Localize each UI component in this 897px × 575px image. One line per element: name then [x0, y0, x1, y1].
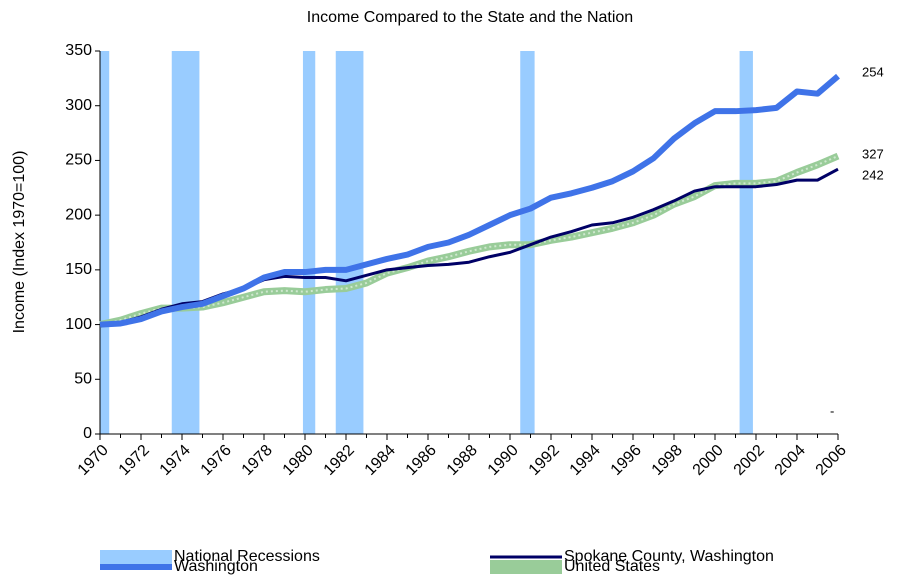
y-tick-label: 350 — [65, 42, 92, 59]
y-tick-label: 200 — [65, 206, 92, 223]
end-label: 254 — [862, 64, 884, 79]
y-axis-label: Income (Index 1970=100) — [11, 151, 28, 334]
x-tick-label: 1998 — [649, 442, 686, 479]
end-label: 242 — [862, 167, 884, 182]
recession-band — [335, 51, 364, 434]
chart-title: Income Compared to the State and the Nat… — [307, 9, 633, 26]
recession-band — [100, 51, 110, 434]
y-tick-label: 0 — [83, 425, 92, 442]
x-tick-label: 1988 — [444, 442, 481, 479]
legend-swatch — [100, 550, 172, 564]
recession-band — [171, 51, 200, 434]
x-tick-label: 1984 — [362, 442, 399, 479]
x-tick-label: 2006 — [813, 442, 850, 479]
annotation: - — [830, 403, 834, 418]
legend-label: Spokane County, Washington — [564, 548, 774, 565]
x-tick-label: 1976 — [198, 442, 235, 479]
x-tick-label: 1980 — [280, 442, 317, 479]
x-tick-label: 1972 — [116, 442, 153, 479]
x-tick-label: 1970 — [75, 442, 112, 479]
legend-label: National Recessions — [174, 548, 320, 565]
y-tick-label: 50 — [74, 371, 92, 388]
x-tick-label: 1992 — [526, 442, 563, 479]
legend-label: Washington — [174, 558, 258, 575]
x-tick-label: 2002 — [731, 442, 768, 479]
y-tick-label: 300 — [65, 97, 92, 114]
x-tick-label: 1990 — [485, 442, 522, 479]
x-tick-label: 1982 — [321, 442, 358, 479]
y-tick-label: 150 — [65, 261, 92, 278]
x-tick-label: 1986 — [403, 442, 440, 479]
recession-band — [739, 51, 753, 434]
x-tick-label: 1996 — [608, 442, 645, 479]
end-label: 327 — [862, 146, 884, 161]
x-tick-label: 2004 — [772, 442, 809, 479]
recession-band — [302, 51, 316, 434]
x-tick-label: 1978 — [239, 442, 276, 479]
x-tick-label: 1974 — [157, 442, 194, 479]
legend-label: United States — [564, 558, 660, 575]
legend-swatch — [490, 560, 562, 574]
y-tick-label: 100 — [65, 316, 92, 333]
x-tick-label: 1994 — [567, 442, 604, 479]
x-tick-label: 2000 — [690, 442, 727, 479]
y-tick-label: 250 — [65, 152, 92, 169]
line-series — [99, 73, 840, 328]
